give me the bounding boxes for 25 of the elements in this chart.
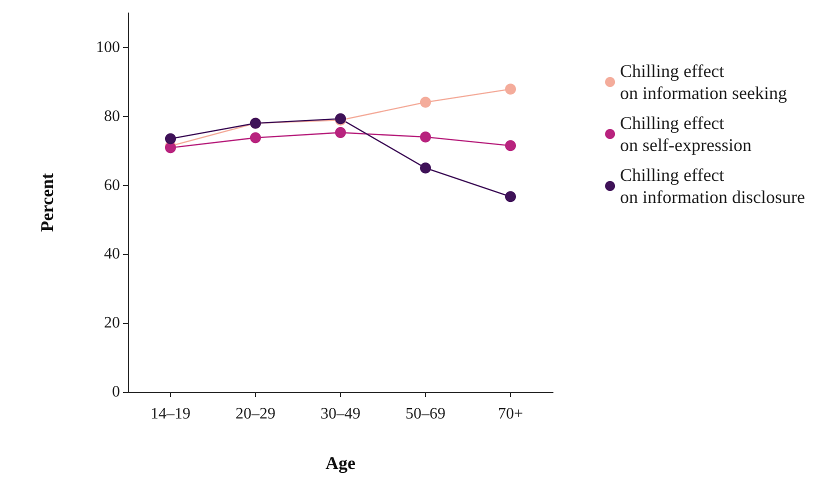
- point: [505, 84, 516, 95]
- point: [250, 132, 261, 144]
- point: [420, 96, 431, 108]
- y-tick-label: 60: [104, 176, 120, 194]
- x-tick-label: 30–49: [320, 406, 360, 422]
- point: [420, 162, 431, 174]
- point: [420, 132, 431, 143]
- x-tick-label: 70+: [498, 406, 524, 422]
- y-tick-label: 20: [104, 314, 120, 332]
- y-tick-label: 100: [96, 38, 120, 56]
- legend-label: Chilling effect on information disclosure: [620, 165, 806, 207]
- y-axis-title: Percent: [37, 173, 57, 232]
- point: [505, 140, 516, 152]
- x-tick-label: 20–29: [236, 406, 276, 422]
- y-tick-label: 40: [104, 246, 120, 263]
- y-tick-label: 80: [104, 108, 120, 125]
- x-axis-title: Age: [326, 453, 356, 473]
- point: [165, 133, 176, 144]
- point: [505, 191, 516, 202]
- legend-label: Chilling effect on self-expression: [620, 113, 752, 155]
- point: [335, 127, 346, 138]
- y-tick-label: 0: [112, 384, 120, 400]
- x-tick-label: 14–19: [150, 406, 190, 422]
- x-tick-label: 50–69: [406, 406, 446, 422]
- legend-label: Chilling effect on information seeking: [620, 61, 788, 103]
